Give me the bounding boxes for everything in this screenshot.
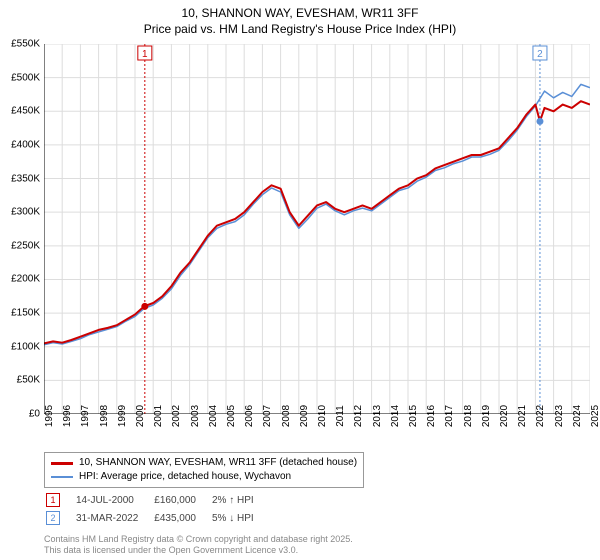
legend-label: HPI: Average price, detached house, Wych… bbox=[79, 470, 291, 484]
chart-container: 10, SHANNON WAY, EVESHAM, WR11 3FF Price… bbox=[0, 0, 600, 560]
chart-title: 10, SHANNON WAY, EVESHAM, WR11 3FF Price… bbox=[0, 0, 600, 37]
legend: 10, SHANNON WAY, EVESHAM, WR11 3FF (deta… bbox=[44, 452, 364, 488]
legend-swatch bbox=[51, 476, 73, 478]
title-line-2: Price paid vs. HM Land Registry's House … bbox=[0, 22, 600, 38]
markers-table: 1 14-JUL-2000 £160,000 2% ↑ HPI 2 31-MAR… bbox=[44, 490, 270, 528]
footer-line-1: Contains HM Land Registry data © Crown c… bbox=[44, 534, 353, 545]
marker-date: 31-MAR-2022 bbox=[76, 510, 152, 526]
marker-price: £160,000 bbox=[154, 492, 210, 508]
marker-price: £435,000 bbox=[154, 510, 210, 526]
footer-line-2: This data is licensed under the Open Gov… bbox=[44, 545, 353, 556]
marker-delta: 2% ↑ HPI bbox=[212, 492, 268, 508]
svg-text:2: 2 bbox=[537, 49, 543, 60]
legend-label: 10, SHANNON WAY, EVESHAM, WR11 3FF (deta… bbox=[79, 456, 357, 470]
marker-date: 14-JUL-2000 bbox=[76, 492, 152, 508]
price-chart: 12 bbox=[44, 44, 590, 414]
marker-badge: 2 bbox=[46, 511, 60, 525]
legend-swatch bbox=[51, 462, 73, 465]
title-line-1: 10, SHANNON WAY, EVESHAM, WR11 3FF bbox=[0, 6, 600, 22]
marker-delta: 5% ↓ HPI bbox=[212, 510, 268, 526]
footer-attribution: Contains HM Land Registry data © Crown c… bbox=[44, 534, 353, 556]
marker-row: 1 14-JUL-2000 £160,000 2% ↑ HPI bbox=[46, 492, 268, 508]
marker-row: 2 31-MAR-2022 £435,000 5% ↓ HPI bbox=[46, 510, 268, 526]
legend-item: 10, SHANNON WAY, EVESHAM, WR11 3FF (deta… bbox=[51, 456, 357, 470]
svg-text:1: 1 bbox=[142, 49, 148, 60]
marker-badge: 1 bbox=[46, 493, 60, 507]
legend-item: HPI: Average price, detached house, Wych… bbox=[51, 470, 357, 484]
